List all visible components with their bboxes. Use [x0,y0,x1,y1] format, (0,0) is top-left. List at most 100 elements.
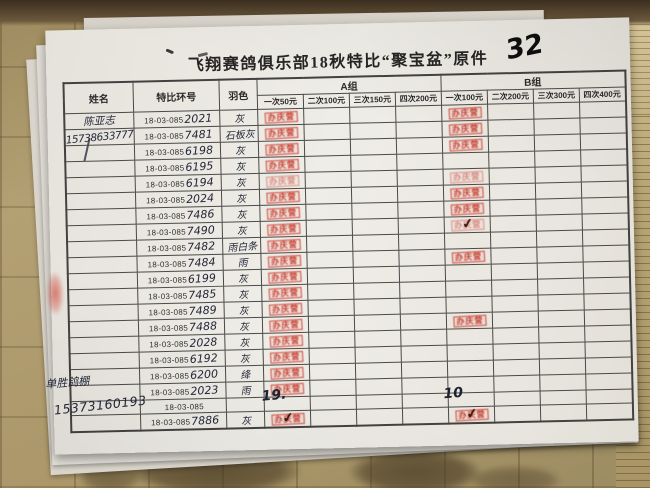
group-a-fee-cell [399,297,447,315]
ring-prefix-printed: 18-03-085 [150,386,190,397]
ring-suffix-handwritten: 6194 [185,174,215,190]
group-b-fee-cell [492,327,539,345]
group-a-fee-cell: 办庆营✓ [260,252,308,270]
name-cell [65,192,136,210]
group-a-fee-cell [397,185,444,203]
feather-color-cell: 灰 [223,301,263,319]
group-a-fee-cell: 办庆营✓ [257,108,304,126]
feather-color-cell: 灰 [220,141,259,159]
ring-prefix-printed: 18-03-085 [149,339,189,349]
group-a-fee-cell [355,378,403,396]
group-a-fee-cell: 办庆营✓ [259,204,307,222]
group-b-fee-cell [539,374,587,392]
name-cell: 15738633777 [64,128,135,146]
group-a-fee-cell [396,137,443,155]
red-seal-stamp: 办庆营 [449,170,483,184]
group-b-fee-cell [584,324,631,343]
group-b-fee-cell [582,244,630,263]
feather-color-cell: 灰 [224,317,263,335]
feather-color-cell: 灰 [225,349,264,367]
group-b-fee-cell [540,403,587,422]
group-b-fee-cell [487,103,534,121]
group-b-fee-cell [537,294,585,312]
feather-color-handwritten: 灰 [236,225,247,238]
feather-color-cell: 灰 [226,411,265,429]
feather-color-cell: 石板灰 [219,125,259,142]
group-a-fee-cell [304,155,352,173]
group-b-fee-cell: 办庆营✓ [447,360,494,378]
group-a-fee-cell: 办庆营✓ [261,300,309,318]
group-b-fee-cell [489,199,537,217]
ring-number-cell: 18-03-0852024 [135,190,222,209]
ring-prefix-printed: 18-03-085 [146,227,187,237]
group-a-fee-cell [398,217,445,235]
header-b4: 四次400元 [579,87,626,103]
group-b-fee-cell [585,356,632,375]
feather-color-handwritten: 灰 [233,113,245,126]
group-a-fee-cell [303,123,351,141]
group-a-fee-cell: 办庆营✓ [262,332,310,350]
name-cell [68,304,139,322]
group-b-fee-cell: 办庆营✓ [446,312,493,330]
group-b-fee-cell [493,359,540,377]
ring-number-cell: 18-03-0857485 [137,286,224,305]
feather-color-handwritten: 灰 [235,209,247,222]
group-a-fee-cell [305,171,352,189]
name-cell [67,240,137,258]
ring-number-cell: 18-03-0857886 [140,412,227,431]
group-a-fee-cell [401,361,448,379]
red-ink-smudge [46,272,64,315]
group-a-fee-cell [350,154,398,172]
group-b-fee-cell [584,340,632,359]
red-seal-stamp: 办庆营 [267,270,302,284]
group-b-fee-cell [494,405,541,423]
ring-number-cell: 18-03-0857482 [136,238,223,257]
group-b-fee-cell: 办庆营✓ [443,168,490,186]
ring-number-cell: 18-03-0856199 [137,270,224,289]
group-b-fee-cell [491,279,538,297]
red-seal-stamp: 办庆营 [265,190,300,204]
group-b-fee-cell [536,214,583,232]
group-a-fee-cell [353,266,400,284]
group-b-fee-cell [490,215,537,233]
group-a-fee-cell [402,407,449,425]
feather-color-handwritten: 灰 [235,193,247,206]
ring-prefix-printed: 18-03-085 [146,211,186,221]
group-a-fee-cell [398,249,446,267]
group-a-fee-cell [305,203,353,221]
group-a-fee-cell: 办庆营✓ [263,348,310,366]
group-b-fee-cell [538,310,585,328]
document-paper: 飞翔赛鸽俱乐部18秋特比“聚宝盆”原件 32 姓名 特比环号 羽色 A组 B组 … [45,17,639,455]
group-b-count: 10 [443,384,464,403]
group-a-fee-cell: 办庆营✓ [257,124,305,142]
feather-color-cell: 雨白条 [222,237,261,254]
group-b-fee-cell [490,247,538,265]
group-a-fee-cell [349,106,396,124]
name-cell [67,256,138,274]
feather-color-handwritten: 灰 [237,273,248,286]
name-cell [66,208,137,226]
ring-number-cell: 18-03-0856198 [134,142,221,161]
group-a-fee-cell [397,201,445,219]
header-a2: 二次100元 [303,93,350,109]
ring-suffix-handwritten: 2028 [189,334,218,350]
group-b-fee-cell: 办庆营✓ [441,120,489,138]
ring-prefix-printed: 18-03-085 [149,355,189,365]
group-b-fee-cell [494,391,541,407]
ring-number-cell: 18-03-0856192 [139,350,226,369]
name-cell [64,144,135,162]
group-b-fee-cell [488,167,536,185]
group-b-fee-cell: 办庆营✓ [448,405,495,424]
group-b-fee-cell: 办庆营✓ [445,296,493,314]
group-b-fee-cell: 办庆营✓ [447,344,494,362]
group-b-fee-cell: 办庆营✓ [443,184,490,202]
group-a-fee-cell: 办庆营✓ [260,220,307,238]
group-b-fee-cell [579,101,626,119]
name-cell [65,160,136,178]
group-a-fee-cell [399,281,446,299]
group-b-fee-cell [583,276,630,295]
group-a-fee-cell [351,202,399,220]
group-b-fee-cell [583,260,630,279]
ring-suffix-handwritten: 7484 [187,254,216,270]
feather-color-handwritten: 灰 [234,177,246,190]
